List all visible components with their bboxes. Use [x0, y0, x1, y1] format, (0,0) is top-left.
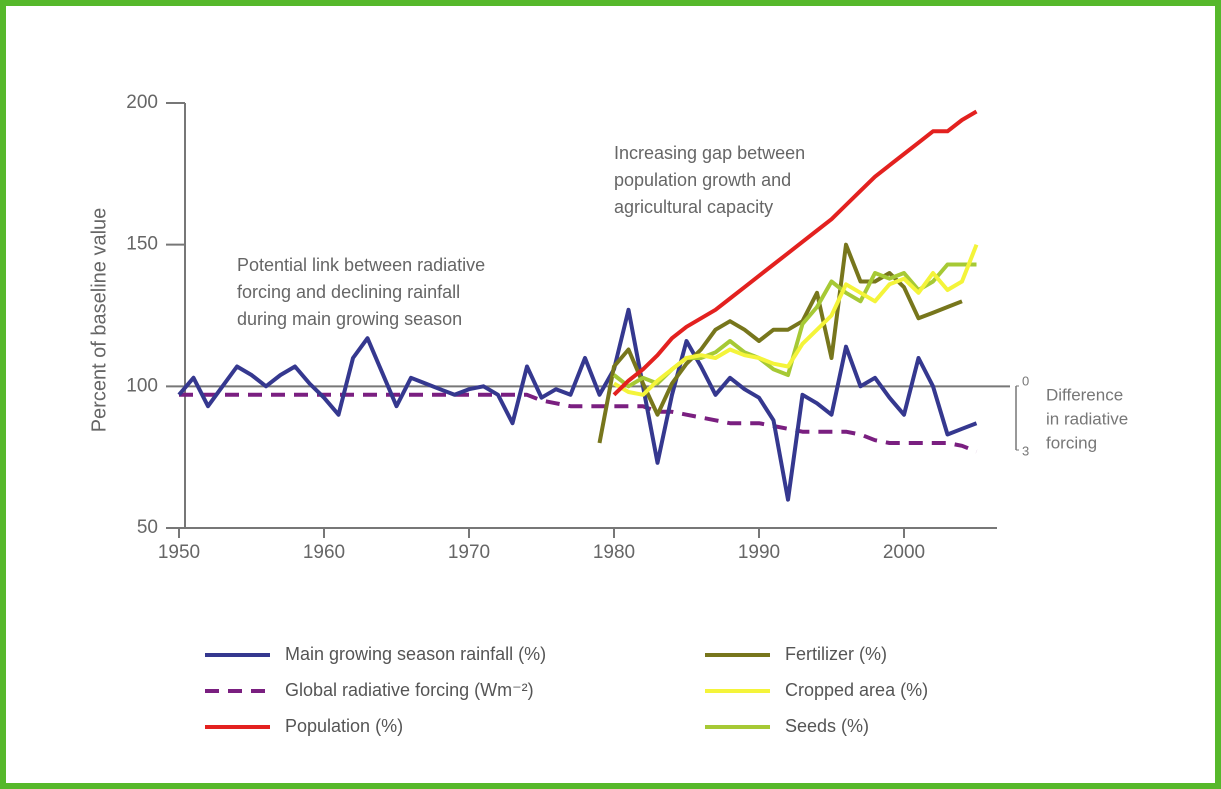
x-tick-label: 2000 [883, 542, 925, 563]
x-tick-label: 1960 [303, 542, 345, 563]
x-tick-label: 1980 [593, 542, 635, 563]
y-tick-label: 50 [137, 517, 158, 538]
y-tick-label: 150 [126, 234, 158, 255]
annotation: Potential link between radiative [237, 255, 485, 275]
legend-label: Fertilizer (%) [785, 644, 887, 664]
x-tick-label: 1950 [158, 542, 200, 563]
annotation: population growth and [614, 170, 791, 190]
y-tick-label: 100 [126, 375, 158, 396]
annotation: Increasing gap between [614, 143, 805, 163]
legend-label: Global radiative forcing (Wm⁻²) [285, 680, 534, 700]
y2-tick-label: 0 [1022, 373, 1029, 388]
y2-tick-label: 3 [1022, 443, 1029, 458]
legend-label: Seeds (%) [785, 716, 869, 736]
annotation: agricultural capacity [614, 197, 773, 217]
legend-label: Population (%) [285, 716, 403, 736]
series-line [177, 307, 978, 502]
legend-label: Cropped area (%) [785, 680, 928, 700]
series-line [597, 242, 963, 444]
x-tick-label: 1990 [738, 542, 780, 563]
annotation: forcing and declining rainfall [237, 282, 460, 302]
series-line [612, 243, 979, 397]
series-line [179, 392, 978, 454]
y-axis-label: Percent of baseline value [88, 208, 110, 433]
series-line [612, 109, 978, 397]
x-tick-label: 1970 [448, 542, 490, 563]
y-tick-label: 200 [126, 92, 158, 113]
y2-label: in radiative [1046, 409, 1128, 428]
legend-label: Main growing season rainfall (%) [285, 644, 546, 664]
annotation: during main growing season [237, 309, 462, 329]
y2-label: forcing [1046, 433, 1097, 452]
y2-label: Difference [1046, 385, 1123, 404]
